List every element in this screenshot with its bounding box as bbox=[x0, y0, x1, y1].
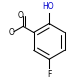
Text: F: F bbox=[47, 70, 51, 79]
Text: O: O bbox=[17, 11, 23, 20]
Text: O: O bbox=[9, 28, 15, 37]
Text: HO: HO bbox=[42, 2, 54, 11]
